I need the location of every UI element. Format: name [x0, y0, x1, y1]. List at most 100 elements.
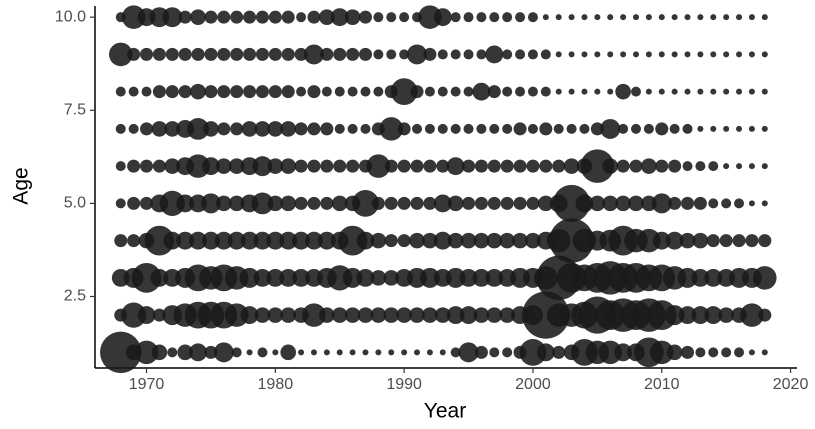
bubble	[200, 193, 221, 214]
bubble	[176, 194, 195, 213]
y-tick-label: 5.0	[64, 195, 86, 212]
bubble	[736, 51, 743, 58]
bubble	[594, 51, 601, 58]
bubble	[370, 270, 387, 286]
bubble	[434, 307, 451, 323]
bubble	[668, 196, 682, 210]
bubble	[397, 122, 411, 136]
bubble	[450, 86, 461, 97]
bubble	[704, 268, 723, 287]
bubble	[255, 47, 269, 61]
bubble	[513, 159, 527, 173]
bubble	[758, 308, 772, 322]
bubble	[499, 307, 515, 323]
bubble	[298, 349, 305, 356]
bubble	[407, 44, 427, 65]
bubble	[502, 49, 513, 60]
bubble	[127, 196, 141, 210]
bubble	[201, 157, 220, 176]
bubble	[758, 234, 772, 248]
bubble	[280, 344, 297, 361]
bubble	[476, 49, 487, 60]
bubble	[187, 118, 209, 140]
bubble	[246, 349, 253, 356]
bubble	[152, 47, 166, 61]
bubble	[399, 12, 410, 23]
bubble	[162, 7, 183, 28]
bubble	[598, 340, 623, 365]
bubble	[141, 86, 152, 97]
bubble	[307, 10, 321, 24]
bubble	[631, 86, 641, 97]
bubble	[472, 82, 491, 101]
bubble	[115, 198, 126, 209]
bubble	[266, 231, 285, 250]
bubble	[677, 267, 698, 288]
bubble	[500, 159, 514, 173]
bubble	[446, 157, 465, 176]
bubble	[228, 158, 245, 174]
bubble	[342, 267, 363, 288]
bubble	[540, 49, 551, 60]
bubble	[231, 347, 242, 358]
bubble	[190, 9, 206, 25]
bubble	[450, 12, 461, 23]
bubble	[761, 200, 768, 207]
bubble	[515, 49, 526, 60]
bubble	[379, 117, 404, 141]
bubble	[643, 123, 654, 134]
bubble	[267, 307, 284, 323]
bubble	[280, 195, 297, 212]
bubble	[684, 14, 691, 21]
bubble	[279, 231, 298, 250]
bubble	[334, 86, 345, 97]
bubble	[632, 14, 639, 21]
bubble	[664, 305, 685, 326]
bubble	[462, 196, 476, 210]
bubble	[489, 12, 500, 23]
bubble	[487, 196, 501, 210]
bubble	[708, 161, 719, 172]
bubble	[474, 345, 488, 359]
bubble	[100, 331, 142, 374]
bubble	[620, 14, 627, 21]
bubble	[396, 307, 412, 323]
bubble	[502, 86, 513, 97]
bubble	[203, 121, 219, 137]
bubble	[447, 195, 464, 212]
bubble	[319, 307, 335, 323]
bubble	[217, 47, 231, 61]
bubble	[489, 347, 500, 358]
bubble	[257, 347, 268, 358]
bubble	[462, 159, 476, 173]
bubble	[486, 307, 503, 323]
bubble	[723, 88, 730, 95]
bubble	[305, 231, 323, 250]
bubble	[594, 14, 601, 21]
bubble	[254, 121, 271, 137]
bubble	[485, 268, 504, 287]
bubble	[437, 49, 448, 60]
bubble	[682, 123, 693, 134]
bubble	[294, 159, 308, 173]
bubble	[515, 12, 526, 23]
bubble	[144, 225, 175, 256]
bubble	[515, 86, 526, 97]
bubble	[239, 267, 260, 288]
bubble	[230, 85, 244, 99]
y-tick-label: 10.0	[55, 8, 86, 25]
bubble	[463, 12, 474, 23]
bubble	[401, 349, 408, 356]
bubble	[693, 196, 707, 210]
bubble	[680, 196, 695, 210]
bubble	[272, 349, 279, 356]
y-axis-title: Age	[10, 167, 33, 204]
bubble	[745, 234, 759, 248]
bubble	[227, 231, 246, 250]
bubble	[472, 268, 491, 287]
bubble	[695, 347, 706, 358]
bubble	[706, 234, 720, 248]
bubble	[399, 49, 410, 60]
bubble	[447, 232, 464, 249]
bubble	[108, 42, 133, 67]
